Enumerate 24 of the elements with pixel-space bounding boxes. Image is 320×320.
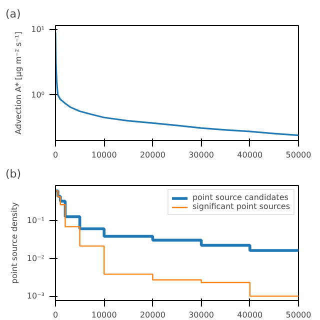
x-tick-label: 20000 [140,310,166,320]
x-tick-label: 30000 [188,310,214,320]
x-tick-label: 30000 [188,150,214,160]
x-tick-label: 50000 [286,310,312,320]
y-tick-label: 10⁻¹ [26,216,44,225]
x-tick-label: 20000 [140,150,166,160]
chart-title: (a) [6,8,21,20]
y-tick-label: 10⁰ [31,90,45,100]
y-tick-label: 10⁻² [26,254,44,263]
chart-title: (b) [6,168,22,180]
y-tick-label: 10⁻³ [26,292,44,301]
x-tick-label: 10000 [91,150,117,160]
y-axis-title: Advection A* [μg m⁻² s⁻¹] [14,32,24,134]
x-tick-label: 0 [52,310,58,320]
x-tick-label: 0 [52,150,58,160]
y-tick-label: 10¹ [31,24,45,34]
y-axis-title: point source density [10,202,19,284]
legend-label: point source candidates [192,193,288,202]
line-series [56,32,298,136]
legend-label: significant point sources [192,202,290,211]
x-tick-label: 40000 [237,150,263,160]
x-tick-label: 50000 [286,150,312,160]
x-tick-label: 40000 [237,310,263,320]
x-tick-label: 10000 [91,310,117,320]
